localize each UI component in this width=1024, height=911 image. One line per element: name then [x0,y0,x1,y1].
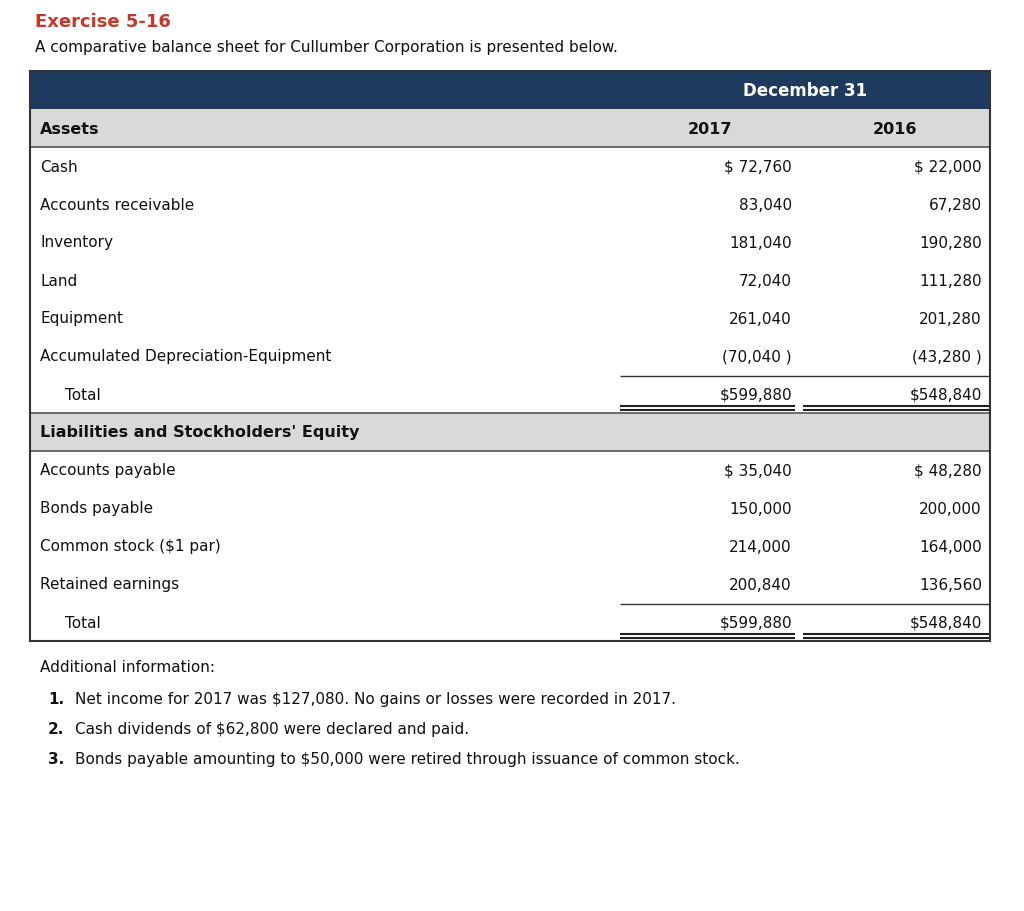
Text: Equipment: Equipment [40,312,123,326]
Text: Total: Total [65,387,100,402]
Bar [30,110,990,148]
Text: 136,560: 136,560 [919,577,982,592]
Text: $ 35,040: $ 35,040 [724,463,792,478]
Text: 67,280: 67,280 [929,198,982,212]
Text: Common stock ($1 par): Common stock ($1 par) [40,539,221,554]
Text: Retained earnings: Retained earnings [40,577,179,592]
Text: Total: Total [65,615,100,630]
Text: $548,840: $548,840 [909,615,982,630]
Text: Additional information:: Additional information: [40,660,215,674]
Text: 1.: 1. [48,691,65,706]
Text: 150,000: 150,000 [729,501,792,516]
Text: Exercise 5-16: Exercise 5-16 [35,13,171,31]
Text: $ 48,280: $ 48,280 [914,463,982,478]
Text: Cash: Cash [40,159,78,174]
Text: 2.: 2. [48,722,65,736]
Text: $599,880: $599,880 [720,615,792,630]
Text: 190,280: 190,280 [920,235,982,251]
Text: 200,000: 200,000 [920,501,982,516]
Text: A comparative balance sheet for Cullumber Corporation is presented below.: A comparative balance sheet for Cullumbe… [35,40,617,55]
Text: Bonds payable: Bonds payable [40,501,154,516]
Text: Liabilities and Stockholders' Equity: Liabilities and Stockholders' Equity [40,425,359,440]
Text: 111,280: 111,280 [920,273,982,288]
Text: $599,880: $599,880 [720,387,792,402]
Text: Cash dividends of $62,800 were declared and paid.: Cash dividends of $62,800 were declared … [75,722,469,736]
Bar [30,72,990,110]
Text: 214,000: 214,000 [729,539,792,554]
Text: 261,040: 261,040 [729,312,792,326]
Text: 72,040: 72,040 [739,273,792,288]
Text: Accumulated Depreciation-Equipment: Accumulated Depreciation-Equipment [40,349,332,364]
Text: Bonds payable amounting to $50,000 were retired through issuance of common stock: Bonds payable amounting to $50,000 were … [75,752,740,766]
Text: Inventory: Inventory [40,235,113,251]
Text: 164,000: 164,000 [920,539,982,554]
Text: Land: Land [40,273,77,288]
Text: Accounts payable: Accounts payable [40,463,176,478]
Text: 181,040: 181,040 [729,235,792,251]
Text: 201,280: 201,280 [920,312,982,326]
Text: Accounts receivable: Accounts receivable [40,198,195,212]
Text: (70,040 ): (70,040 ) [722,349,792,364]
Text: 2017: 2017 [688,121,732,137]
Bar [30,414,990,452]
Text: 2016: 2016 [872,121,918,137]
Text: $ 22,000: $ 22,000 [914,159,982,174]
Text: $548,840: $548,840 [909,387,982,402]
Text: 200,840: 200,840 [729,577,792,592]
Text: (43,280 ): (43,280 ) [912,349,982,364]
Text: 3.: 3. [48,752,65,766]
Text: 83,040: 83,040 [739,198,792,212]
Text: Assets: Assets [40,121,99,137]
Text: Net income for 2017 was $127,080. No gains or losses were recorded in 2017.: Net income for 2017 was $127,080. No gai… [75,691,676,706]
Text: December 31: December 31 [743,82,867,100]
Text: $ 72,760: $ 72,760 [724,159,792,174]
